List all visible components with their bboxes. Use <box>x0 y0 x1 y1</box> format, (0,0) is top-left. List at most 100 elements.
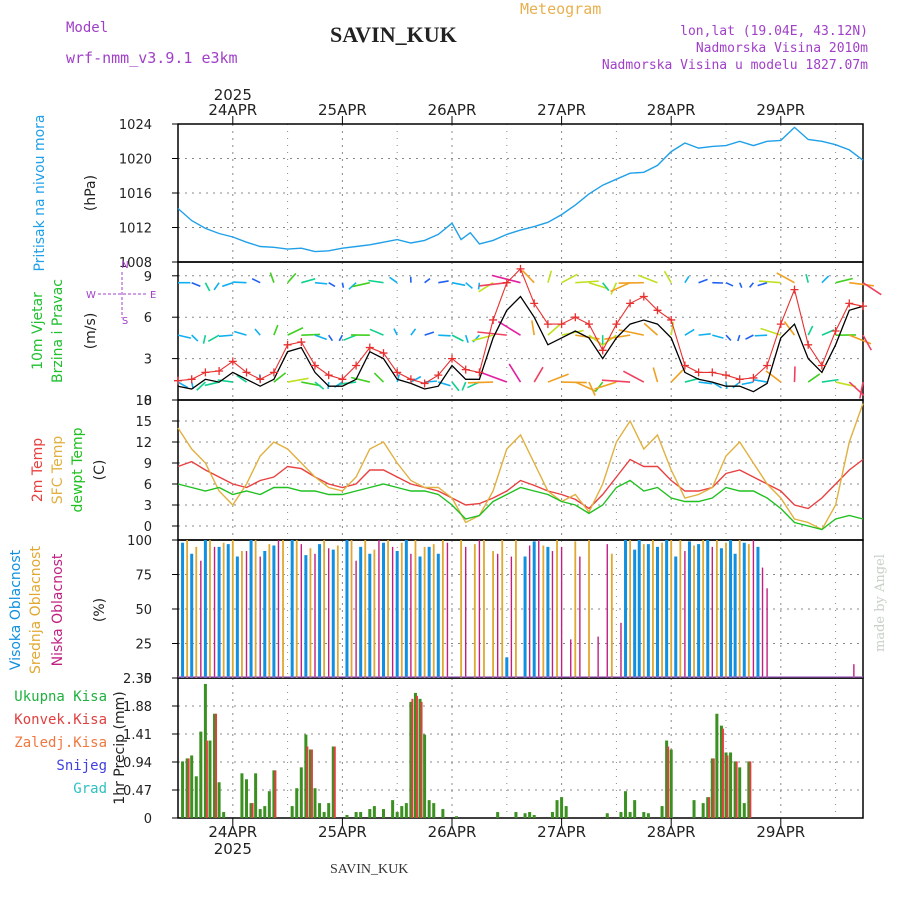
wind-arrow <box>588 381 596 396</box>
temp-unit-label: (C) <box>92 460 108 481</box>
wind-gust-marker <box>680 361 689 370</box>
y-tick-label: 12 <box>135 436 152 451</box>
wind-arrow <box>373 372 385 383</box>
wind-arrow <box>684 275 690 284</box>
x-tick-label-top: 28APR <box>647 101 696 119</box>
wind-arrow <box>301 381 321 387</box>
wind-arrow <box>467 381 494 384</box>
precip-total-bar <box>249 803 253 818</box>
y-tick-label: 1.88 <box>123 700 152 715</box>
wind-gust-marker <box>859 302 867 311</box>
precip-total-bar <box>624 791 628 818</box>
wind-arrow <box>287 377 309 383</box>
wind-gust-marker <box>502 278 511 287</box>
y-tick-label: 0 <box>144 812 152 827</box>
precip-total-bar <box>669 749 673 818</box>
pressure-panel-label: Pritisak na nivou mora <box>32 114 48 271</box>
y-tick-label: 6 <box>144 478 152 493</box>
wind-gust-marker <box>324 371 333 380</box>
precip-total-bar <box>710 758 714 818</box>
wind-gust-marker <box>256 375 265 384</box>
precip-convective-bar <box>721 728 724 818</box>
wind-arrow <box>204 282 211 292</box>
wind-arrow <box>350 376 370 383</box>
wind-gust-marker <box>420 379 429 388</box>
wind-arrow <box>177 334 192 339</box>
wind-gust-marker <box>557 320 566 329</box>
wind-gust-marker <box>763 361 772 370</box>
precip-total-bar <box>496 812 500 818</box>
wind-arrow <box>471 334 494 342</box>
precip-total-bar <box>331 746 335 818</box>
precip-total-bar <box>359 812 363 818</box>
wind-arrow <box>273 372 287 383</box>
x-tick-label-top: 29APR <box>756 101 805 119</box>
wind-arrow <box>508 363 522 383</box>
precip-total-bar <box>322 812 326 818</box>
precip-convective-bar <box>274 770 277 818</box>
wind-arrow <box>663 270 672 284</box>
temp-2m-line <box>177 458 864 510</box>
wind-gust-marker <box>311 361 319 370</box>
y-tick-label: 15 <box>135 415 152 430</box>
precip-total-bar <box>738 767 742 818</box>
precip-total-bar <box>304 734 308 818</box>
precip-convective-bar <box>415 695 418 818</box>
precip-total-bar <box>400 806 404 818</box>
precip-total-bar <box>391 800 395 818</box>
wind-arrow <box>301 333 321 336</box>
wind-arrow <box>287 272 297 284</box>
temp-sfc-line <box>177 403 864 531</box>
wind-arrow <box>464 334 469 343</box>
wind-gust-marker <box>365 343 374 352</box>
precip-total-bar <box>299 767 303 818</box>
wind-arrow <box>601 379 631 383</box>
wind-gust-marker <box>269 368 278 377</box>
wind-gust-marker <box>831 327 840 335</box>
wind-arrow <box>314 281 328 285</box>
wind-arrow <box>588 334 604 347</box>
wind-gust-marker <box>297 338 306 347</box>
precip-total-bar <box>327 803 331 818</box>
wind-gust-marker <box>626 299 635 308</box>
compass-cross-icon <box>98 272 146 318</box>
wind-arrow <box>314 381 325 390</box>
wind-arrow <box>424 331 435 336</box>
precip-total-bar <box>729 752 733 818</box>
precip-convective-bar <box>712 758 715 818</box>
station-title: SAVIN_KUK <box>330 22 457 47</box>
model-label: Model <box>66 20 109 36</box>
precip-total-bar <box>564 806 568 818</box>
precip-total-bar <box>199 731 203 818</box>
wind-arrow <box>497 320 521 336</box>
precip-total-bar <box>395 812 399 818</box>
y-tick-label: 6 <box>144 311 152 326</box>
wind-arrow <box>478 281 507 287</box>
precip-convective-bar <box>411 698 414 818</box>
wind-arrow <box>807 325 814 336</box>
wind-gust-marker <box>489 315 498 324</box>
wind-arrow <box>314 334 328 341</box>
precip-total-bar <box>642 812 646 818</box>
temp-dewpt-label: dewpt Temp <box>70 427 86 512</box>
legend-hail: Grad <box>73 781 107 797</box>
wind-arrow <box>805 274 809 283</box>
precip-total-bar <box>423 734 427 818</box>
compass-e-label: E <box>150 290 156 301</box>
wind-arrow <box>389 276 398 284</box>
precip-total-bar <box>605 813 609 818</box>
wind-arrow <box>602 282 610 292</box>
wind-arrow <box>862 334 873 351</box>
precip-total-bar <box>413 692 417 818</box>
wind-gust-marker <box>667 315 676 324</box>
wind-arrow <box>328 334 334 342</box>
y-tick-label: 3 <box>144 353 152 368</box>
precip-total-bar <box>295 788 299 818</box>
precip-total-bar <box>550 812 554 818</box>
precip-total-bar <box>203 683 207 818</box>
wind-arrow <box>273 324 279 336</box>
wind-gust-marker <box>598 346 607 355</box>
wind-arrow <box>725 381 728 389</box>
precip-total-bar <box>368 809 372 818</box>
